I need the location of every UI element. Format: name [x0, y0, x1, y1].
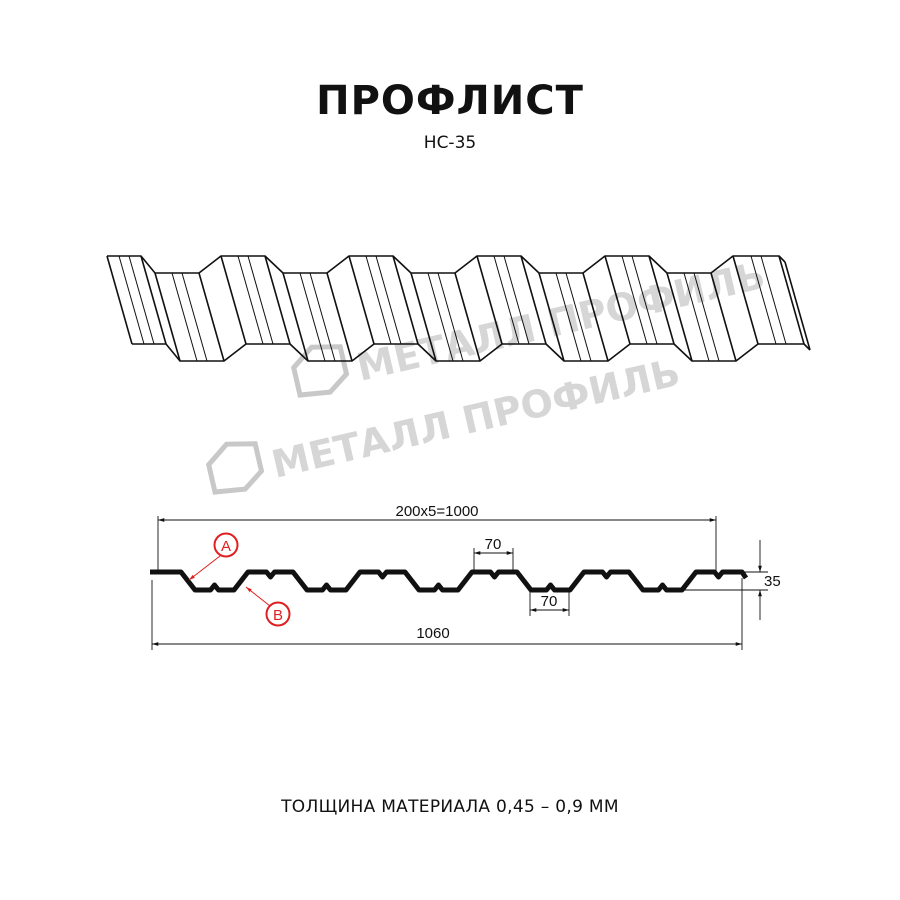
sheet-fold-line [154, 272, 181, 362]
sheet-rib-line [555, 272, 582, 362]
dimension-lines [151, 516, 768, 650]
sheet-fold-line [710, 272, 737, 362]
sheet-rib-line [247, 255, 274, 345]
sheet-fold-line [348, 255, 375, 345]
sheet-fold-line [326, 272, 353, 362]
sheet-rib-line [437, 272, 464, 362]
sheet-rib-line [693, 272, 720, 362]
watermark-logo-icon [205, 441, 265, 495]
sheet-fold-line [648, 255, 675, 345]
dim-ridge-width: 70 [485, 536, 502, 553]
sheet-cross-section [150, 569, 749, 593]
sheet-fold-line [778, 255, 805, 345]
sheet-rib-line [118, 255, 145, 345]
sheet-fold-line [784, 261, 811, 351]
sheet-rib-line [750, 255, 777, 345]
sheet-perspective-view [106, 255, 811, 362]
callout-a: A [188, 532, 239, 581]
sheet-rib-line [427, 272, 454, 362]
sheet-fold-line [666, 272, 693, 362]
sheet-rib-line [128, 255, 155, 345]
material-thickness-note: ТОЛЩИНА МАТЕРИАЛА 0,45 – 0,9 ММ [281, 797, 619, 817]
sheet-fold-line [140, 255, 167, 345]
sheet-fold-line [454, 272, 481, 362]
watermark-text: МЕТАЛЛ ПРОФИЛЬ [268, 350, 685, 487]
sheet-fold-line [538, 272, 565, 362]
sheet-fold-line [264, 255, 291, 345]
sheet-fold-line [476, 255, 503, 345]
sheet-rib-line [565, 272, 592, 362]
dim-full-width: 1060 [416, 625, 449, 642]
sheet-fold-line [220, 255, 247, 345]
sheet-rib-line [375, 255, 402, 345]
sheet-fold-line [520, 255, 547, 345]
sheet-fold-line [604, 255, 631, 345]
model-subtitle: НС-35 [423, 133, 477, 153]
sheet-rib-line [631, 255, 658, 345]
watermark-logo-icon [290, 344, 350, 398]
callout-b-label: B [273, 607, 283, 624]
sheet-rib-line [299, 272, 326, 362]
sheet-rib-line [503, 255, 530, 345]
page-title: ПРОФЛИСТ [316, 78, 584, 124]
sheet-rib-line [171, 272, 198, 362]
sheet-fold-line [410, 272, 437, 362]
sheet-rib-line [181, 272, 208, 362]
sheet-rib-line [683, 272, 710, 362]
callout-b: B [245, 586, 291, 627]
sheet-fold-line [282, 272, 309, 362]
dim-trough-width: 70 [541, 593, 558, 610]
profile-line [150, 569, 749, 593]
sheet-rib-line [493, 255, 520, 345]
watermark-top: МЕТАЛЛ ПРОФИЛЬ [290, 253, 769, 398]
callout-a-label: A [221, 538, 231, 555]
sheet-rib-line [237, 255, 264, 345]
sheet-rib-line [760, 255, 787, 345]
sheet-fold-line [198, 272, 225, 362]
dim-height: 35 [764, 573, 781, 590]
sheet-rib-line [365, 255, 392, 345]
dim-pitch-total: 200x5=1000 [396, 503, 479, 520]
sheet-fold-line [582, 272, 609, 362]
sheet-rib-line [621, 255, 648, 345]
sheet-rib-line [309, 272, 336, 362]
sheet-fold-line [732, 255, 759, 345]
sheet-fold-line [106, 255, 133, 345]
sheet-fold-line [392, 255, 419, 345]
